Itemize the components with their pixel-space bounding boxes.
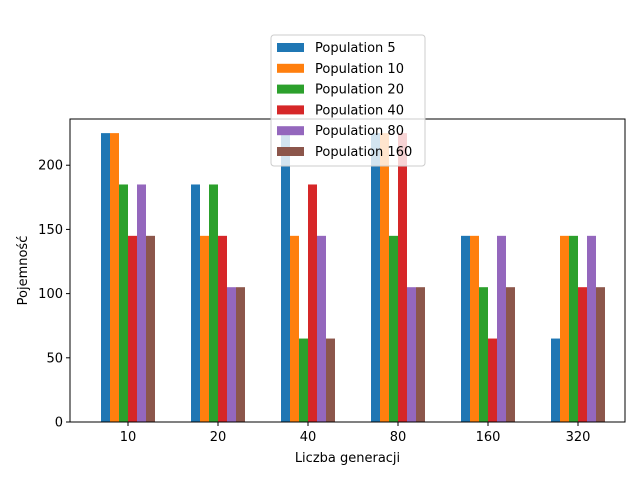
bar-population-40-20 [218, 235, 227, 422]
bar-population-20-160 [479, 287, 488, 422]
y-axis-ticks: 0 50 100 150 200 [38, 159, 70, 431]
bar-population-80-80 [407, 287, 416, 422]
legend-label: Population 40 [315, 103, 404, 118]
x-tick-label: 80 [390, 430, 407, 445]
bar-population-5-80 [371, 133, 380, 423]
bar-population-40-40 [308, 184, 317, 422]
legend-label: Population 160 [315, 145, 412, 160]
x-tick-label: 320 [566, 430, 591, 445]
bar-population-5-20 [191, 184, 200, 422]
y-axis-label: Pojemność [16, 236, 31, 306]
bar-population-40-160 [488, 338, 497, 422]
x-tick-label: 160 [476, 430, 501, 445]
y-tick-label: 150 [38, 223, 63, 238]
legend-label: Population 80 [315, 124, 404, 139]
bar-population-160-80 [416, 287, 425, 422]
bar-population-80-40 [317, 235, 326, 422]
bar-population-10-80 [380, 133, 389, 423]
legend-swatch [277, 105, 304, 115]
bar-population-80-20 [227, 287, 236, 422]
bar-population-20-10 [119, 184, 128, 422]
bar-population-160-40 [326, 338, 335, 422]
x-tick-label: 20 [210, 430, 227, 445]
bar-population-160-320 [596, 287, 605, 422]
legend-swatch [277, 43, 304, 52]
bar-population-40-320 [578, 287, 587, 422]
y-tick-label: 100 [38, 287, 63, 302]
bar-population-10-20 [200, 235, 209, 422]
bar-population-5-10 [101, 133, 110, 423]
bar-population-5-320 [551, 338, 560, 422]
bars-group [101, 133, 605, 423]
bar-population-10-40 [290, 235, 299, 422]
bar-population-10-320 [560, 235, 569, 422]
x-tick-label: 40 [300, 430, 317, 445]
bar-population-160-160 [506, 287, 515, 422]
legend: Population 5 Population 10 Population 20 Po… [270, 34, 426, 167]
bar-population-80-160 [497, 235, 506, 422]
legend-swatch [277, 63, 304, 73]
bar-population-5-40 [281, 133, 290, 423]
legend-label: Population 5 [315, 41, 396, 56]
bar-population-20-40 [299, 338, 308, 422]
bar-population-10-10 [110, 133, 119, 423]
y-tick-label: 0 [55, 416, 63, 431]
legend-swatch [277, 84, 304, 94]
legend-swatch [277, 147, 304, 156]
bar-population-20-320 [569, 235, 578, 422]
bar-population-40-10 [128, 235, 137, 422]
bar-population-80-10 [137, 184, 146, 422]
bar-population-160-20 [236, 287, 245, 422]
legend-swatch [277, 126, 304, 136]
legend-box [270, 34, 426, 167]
bar-population-20-80 [389, 235, 398, 422]
x-axis-ticks: 10 20 40 80 160 320 [120, 422, 591, 445]
bar-population-160-10 [146, 235, 155, 422]
legend-label: Population 20 [315, 83, 404, 98]
y-tick-label: 200 [38, 159, 63, 174]
y-tick-label: 50 [46, 351, 63, 366]
x-axis-label: Liczba generacji [295, 451, 400, 466]
bar-population-40-80 [398, 133, 407, 423]
x-tick-label: 10 [120, 430, 137, 445]
bar-population-10-160 [470, 235, 479, 422]
legend-label: Population 10 [315, 62, 404, 77]
bar-population-5-160 [461, 235, 470, 422]
bar-population-80-320 [587, 235, 596, 422]
bar-population-20-20 [209, 184, 218, 422]
